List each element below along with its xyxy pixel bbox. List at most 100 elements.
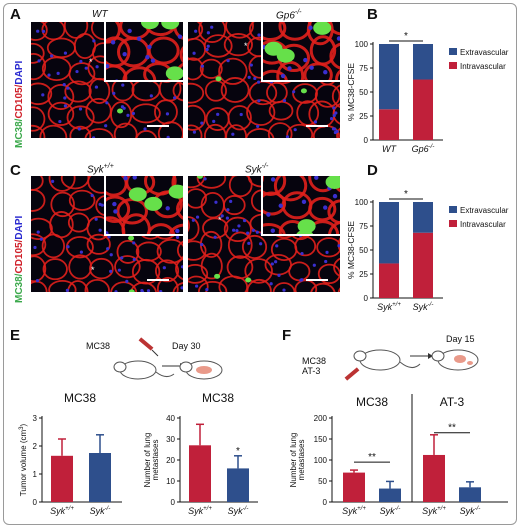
nucleus [77,127,81,131]
micrograph-c-right: * [188,176,340,292]
vessel-wall [200,252,223,280]
vessel-wall [276,60,305,80]
nucleus [216,112,220,116]
tumor-cell [300,88,307,94]
vessel-wall [267,122,293,138]
vessel-wall [199,58,223,79]
inset-c-left [104,176,183,236]
f-ytick-label: 150 [314,435,328,444]
nucleus [180,286,183,290]
nucleus [98,228,102,232]
micrograph-c-left: * [31,176,183,292]
nucleus [172,233,174,234]
nucleus [79,250,83,254]
panel-label-d: D [367,162,378,179]
nucleus [132,241,136,245]
vessel-wall [225,22,254,39]
vessel-wall [171,176,183,199]
nucleus [274,260,278,264]
vessel-wall [218,275,249,292]
nucleus [257,33,261,37]
vessel-wall [227,105,252,131]
vessel-wall [64,80,92,103]
e1-xtick-label: Syk+/+ [50,506,74,516]
arrow-head-f [428,353,433,359]
nucleus [92,39,96,43]
d-bar-extravascular [379,202,399,264]
vessel-wall [333,257,340,278]
vessel-wall [246,278,272,292]
micrograph-a-right: * [188,22,340,138]
vessel-wall [303,62,333,80]
micrograph-a-left: * [31,22,183,138]
mouse-illustration-f [344,349,479,381]
nucleus [149,94,153,98]
b-xtick-label: WT [382,144,397,154]
nucleus [63,104,68,108]
vessel-wall [246,99,276,126]
nucleus [110,40,116,45]
vessel-wall [68,254,93,280]
nucleus [210,25,214,29]
vessel-wall [203,34,233,58]
nucleus [195,215,200,219]
vessel-wall [188,176,206,189]
nucleus [323,69,328,75]
b-bar-extravascular [413,44,433,80]
b-ytick-label: 25 [359,112,368,121]
vessel-wall [114,255,141,279]
nucleus [332,193,338,199]
asterisk-c-left: * [91,265,95,275]
f-ylabel-line1: Number of lung [289,433,298,488]
vessel-wall [331,84,340,108]
vessel-wall [306,220,340,234]
nucleus [212,119,216,123]
e-model-label: MC38 [86,341,111,351]
nucleus [78,107,83,111]
nucleus [92,136,96,138]
syk-sup-2: -/- [261,163,269,170]
e2-bar [227,468,249,502]
d-xtick-label: Syk+/+ [377,302,401,312]
e2-ylabel-line2: metastases [151,440,160,481]
nucleus [66,86,70,90]
vessel-wall [31,22,48,41]
nucleus [150,58,156,63]
tumor-cell [245,277,252,283]
nucleus [145,55,150,60]
nucleus [226,208,230,212]
nucleus [37,59,41,63]
vessel-wall [188,240,207,261]
vessel-wall [31,188,46,212]
tumor-cell [168,184,183,199]
tumor-cell [215,76,222,82]
mouse-icon-2 [179,360,223,380]
chart-b: 0 25 50 75 100 % MC38-CFSE WT Gp6-/- * Extravascu… [346,31,509,154]
vessel-wall [110,101,133,129]
vessel-wall [69,125,92,138]
panel-c-right-title: Syk-/- [245,163,268,175]
vessel-wall [89,257,114,280]
nucleus [332,113,336,118]
nucleus [312,263,316,267]
stain-green: MC38 [14,121,25,148]
e1-bar [89,453,111,502]
stain-blue: DAPI [14,60,25,85]
nucleus [255,230,259,234]
d-ytick-label: 100 [355,198,369,207]
nucleus [249,63,253,67]
nucleus [301,199,307,205]
d-ytick-label: 0 [364,294,369,303]
nucleus [325,250,329,254]
nucleus [314,176,319,180]
vessel-wall [86,233,111,255]
nucleus [162,266,166,270]
nucleus [41,29,46,33]
nucleus [147,44,152,50]
e2-ytick-label: 30 [166,435,175,444]
nucleus [36,230,40,234]
nucleus [143,127,147,131]
nucleus [270,228,276,233]
nucleus [136,36,142,41]
tumor-cell [296,229,314,234]
